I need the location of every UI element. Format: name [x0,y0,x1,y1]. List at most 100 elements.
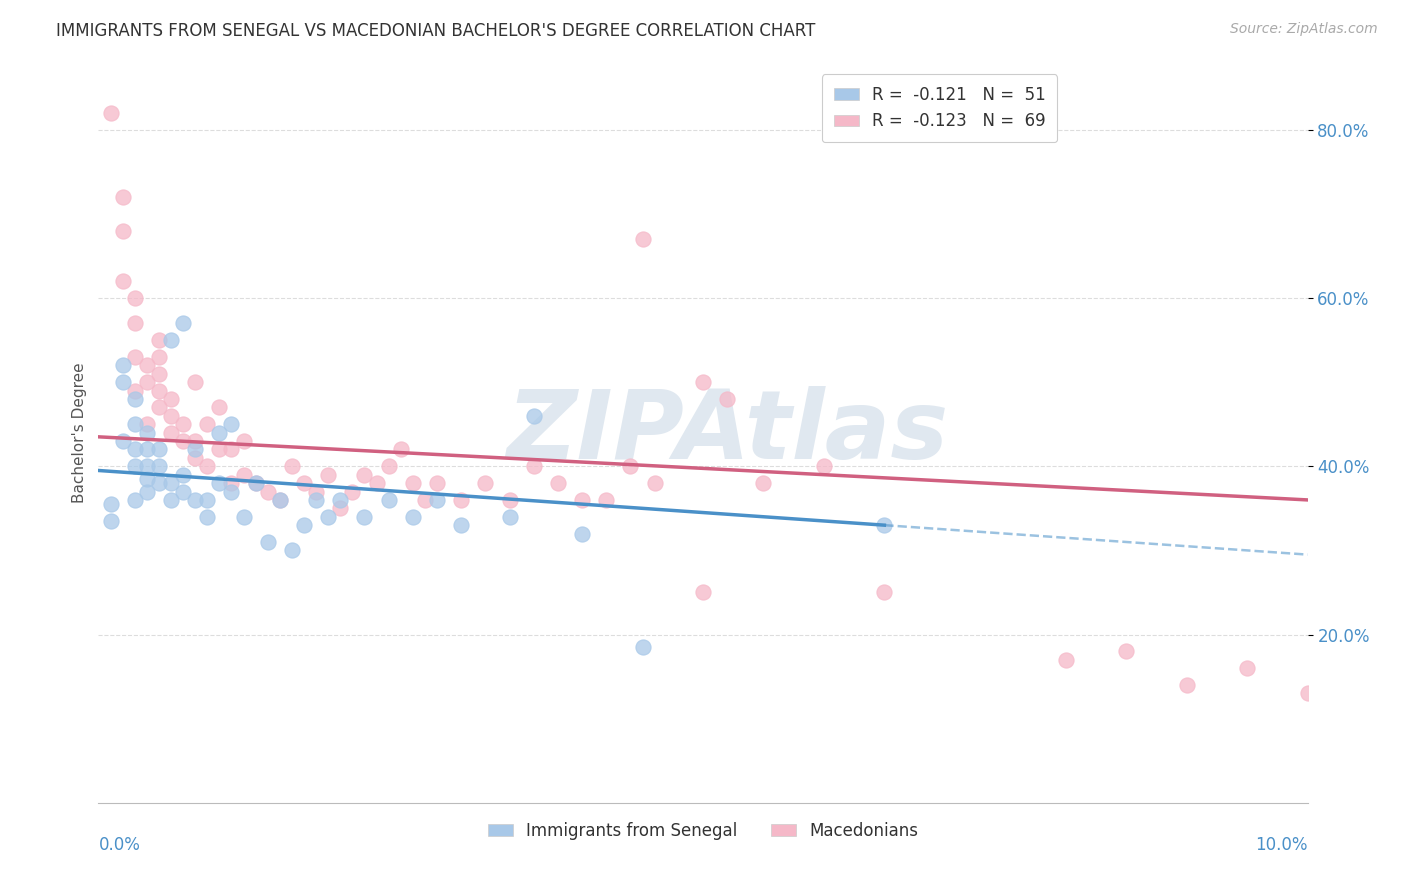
Point [377,492,399,507]
Point [124,350,146,364]
Point [305,492,328,507]
Point [124,417,146,432]
Point [160,492,183,507]
Point [124,459,146,474]
Point [1175,678,1198,692]
Point [389,442,412,457]
Point [631,232,654,246]
Point [111,359,134,373]
Point [111,224,134,238]
Point [160,476,183,491]
Point [595,492,617,507]
Point [184,492,207,507]
Point [716,392,738,406]
Text: 10.0%: 10.0% [1256,836,1308,855]
Point [873,518,896,533]
Point [111,274,134,288]
Text: Source: ZipAtlas.com: Source: ZipAtlas.com [1230,22,1378,37]
Text: 0.0%: 0.0% [98,836,141,855]
Point [232,467,254,482]
Point [148,350,170,364]
Point [184,375,207,389]
Point [160,409,183,423]
Text: IMMIGRANTS FROM SENEGAL VS MACEDONIAN BACHELOR'S DEGREE CORRELATION CHART: IMMIGRANTS FROM SENEGAL VS MACEDONIAN BA… [56,22,815,40]
Point [523,459,546,474]
Point [208,425,231,440]
Y-axis label: Bachelor's Degree: Bachelor's Degree [72,362,87,503]
Point [195,492,218,507]
Point [619,459,641,474]
Point [450,492,472,507]
Point [221,484,243,499]
Point [135,359,157,373]
Point [342,484,364,499]
Point [329,492,352,507]
Point [208,476,231,491]
Point [172,484,194,499]
Point [426,492,449,507]
Point [269,492,291,507]
Point [232,434,254,448]
Point [426,476,449,491]
Point [160,392,183,406]
Point [208,401,231,415]
Point [402,509,425,524]
Point [692,375,714,389]
Point [547,476,569,491]
Point [1054,653,1077,667]
Point [245,476,267,491]
Point [184,442,207,457]
Point [195,417,218,432]
Point [124,492,146,507]
Point [256,535,278,549]
Point [474,476,496,491]
Point [281,459,304,474]
Point [292,476,315,491]
Point [160,333,183,347]
Point [221,442,243,457]
Point [184,450,207,465]
Point [172,467,194,482]
Legend: Immigrants from Senegal, Macedonians: Immigrants from Senegal, Macedonians [481,815,925,847]
Point [172,417,194,432]
Point [124,442,146,457]
Point [148,384,170,398]
Point [135,442,157,457]
Point [221,417,243,432]
Point [523,409,546,423]
Point [377,459,399,474]
Point [281,543,304,558]
Point [172,434,194,448]
Point [148,401,170,415]
Point [316,467,339,482]
Point [692,585,714,599]
Point [450,518,472,533]
Point [498,492,520,507]
Point [366,476,388,491]
Point [413,492,436,507]
Point [148,476,170,491]
Point [135,472,157,486]
Point [111,190,134,204]
Point [148,459,170,474]
Point [873,585,896,599]
Point [245,476,267,491]
Point [1115,644,1137,658]
Point [813,459,835,474]
Point [571,526,593,541]
Point [571,492,593,507]
Point [135,375,157,389]
Point [353,509,375,524]
Text: ZIPAtlas: ZIPAtlas [506,386,948,479]
Point [329,501,352,516]
Point [498,509,520,524]
Point [135,484,157,499]
Point [402,476,425,491]
Point [269,492,291,507]
Point [148,367,170,381]
Point [135,417,157,432]
Point [148,333,170,347]
Point [221,476,243,491]
Point [172,316,194,330]
Point [353,467,375,482]
